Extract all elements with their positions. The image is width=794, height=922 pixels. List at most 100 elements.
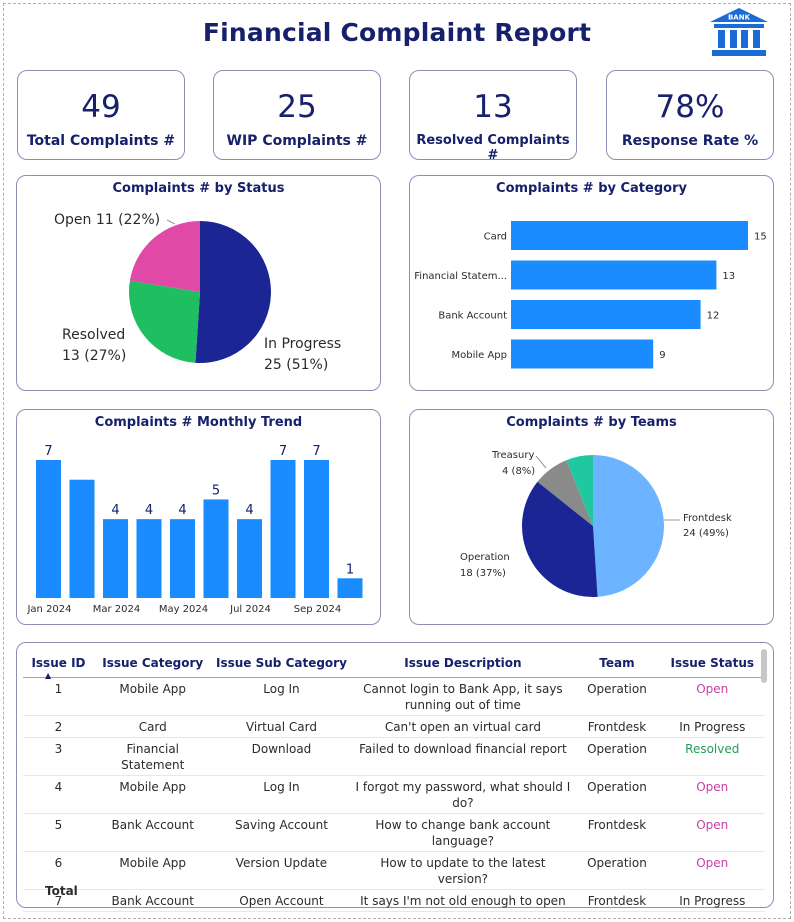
in-progress-slice-value: 25 (51%) (264, 357, 328, 373)
category-chart-card[interactable]: Complaints # by Category Card 15 Financial… (409, 175, 774, 391)
header-issue-status[interactable]: Issue Status (659, 649, 765, 678)
monthly-data-label: 4 (145, 503, 153, 518)
table-row[interactable]: 7 Bank Account Open Account It says I'm not… (23, 889, 765, 912)
pie-slice-in-progress[interactable] (195, 221, 272, 363)
bank-icon: BANK (710, 8, 768, 56)
page-title: Financial Complaint Report (202, 18, 592, 47)
cell-issue-description: I forgot my password, what should I do? (351, 775, 575, 814)
cell-issue-sub-category: Download (211, 737, 352, 776)
monthly-data-label: 4 (111, 503, 119, 518)
frontdesk-slice-label: Frontdesk (683, 513, 732, 524)
cell-issue-status: Open (659, 775, 765, 814)
cell-issue-sub-category: Saving Account (211, 813, 352, 852)
monthly-chart-card[interactable]: Complaints # Monthly Trend 7 Jan 2024 4 Mar… (16, 409, 381, 625)
status-pie-chart[interactable]: Open 11 (22%) In Progress 25 (51%) Resolved… (17, 176, 382, 392)
cell-issue-sub-category: Virtual Card (211, 715, 352, 738)
table-row[interactable]: 1 Mobile App Log In Cannot login to Bank Ap… (23, 677, 765, 716)
cell-issue-category: Mobile App (93, 775, 212, 814)
cell-issue-description: Cannot login to Bank App, it says runnin… (351, 677, 575, 716)
cell-issue-status: In Progress (659, 715, 765, 738)
kpi-card-total[interactable]: 49 Total Complaints # (17, 70, 185, 160)
cell-issue-sub-category: Log In (211, 775, 352, 814)
cell-issue-description: Can't open an virtual card (351, 715, 575, 738)
monthly-bar[interactable] (136, 519, 162, 598)
pie-slice-resolved[interactable] (129, 280, 200, 363)
monthly-tick-label: Mar 2024 (93, 604, 141, 615)
header-team[interactable]: Team (574, 649, 660, 678)
status-chart-card[interactable]: Complaints # by Status Open 11 (22%) In P… (16, 175, 381, 391)
leader-line (535, 455, 547, 469)
category-bar[interactable] (511, 221, 748, 250)
pie-slice-other[interactable] (566, 455, 593, 526)
pie-slice-frontdesk[interactable] (593, 455, 664, 597)
header-issue-id[interactable]: Issue ID (23, 649, 94, 678)
report-frame (3, 3, 791, 919)
cell-issue-description: It says I'm not old enough to open (351, 889, 575, 912)
monthly-data-label: 5 (212, 483, 220, 498)
in-progress-slice-label: In Progress (264, 336, 341, 352)
monthly-bar[interactable] (103, 519, 128, 598)
category-bar[interactable] (511, 339, 654, 369)
category-bar-chart[interactable]: Card 15 Financial Statem... 13 Bank Account 1… (410, 176, 775, 392)
cell-team: Operation (574, 851, 660, 890)
resolved-slice-label: Resolved (62, 327, 125, 343)
cell-issue-status: Open (659, 813, 765, 852)
monthly-bar[interactable] (69, 479, 95, 598)
table-row[interactable]: 3 Financial Statement Download Failed to do… (23, 737, 765, 776)
monthly-bar[interactable] (170, 519, 195, 598)
header-issue-description[interactable]: Issue Description (351, 649, 575, 678)
kpi-card-resolved[interactable]: 13 Resolved Complaints # (409, 70, 577, 163)
header-issue-sub-category[interactable]: Issue Sub Category (211, 649, 352, 678)
cell-issue-sub-category: Log In (211, 677, 352, 716)
operation-slice-label: Operation (460, 552, 510, 563)
cell-issue-status: In Progress (659, 889, 765, 912)
monthly-tick-label: Sep 2024 (294, 604, 341, 615)
leader-line (166, 219, 176, 225)
monthly-data-label: 7 (279, 444, 287, 459)
table-scrollbar[interactable] (761, 649, 767, 683)
monthly-bar-chart[interactable]: 7 Jan 2024 4 Mar 2024 4 4 May 2024 5 4 Jul 2024 7 7… (17, 410, 382, 626)
kpi-label: Resolved Complaints # (416, 133, 570, 163)
kpi-card-response-rate[interactable]: 78% Response Rate % (606, 70, 774, 160)
cell-issue-description: How to update to the latest version? (351, 851, 575, 890)
header-issue-category[interactable]: Issue Category (93, 649, 212, 678)
complaints-table-card[interactable]: Issue ID Issue Category Issue Sub Catego… (16, 642, 774, 912)
treasury-slice-value: 4 (8%) (502, 466, 535, 477)
table-row[interactable]: 6 Mobile App Version Update How to update t… (23, 851, 765, 890)
table-row[interactable]: 4 Mobile App Log In I forgot my password, w… (23, 775, 765, 814)
category-bar[interactable] (511, 260, 717, 290)
category-data-label: 13 (722, 271, 735, 282)
cell-team: Frontdesk (574, 715, 660, 738)
kpi-card-wip[interactable]: 25 WIP Complaints # (213, 70, 381, 160)
monthly-bar[interactable] (270, 460, 296, 598)
monthly-data-label: 4 (178, 503, 186, 518)
kpi-value: 25 (277, 89, 317, 125)
kpi-label: Response Rate % (621, 133, 759, 149)
monthly-bar[interactable] (36, 460, 61, 598)
cell-issue-id: 1 (23, 677, 94, 716)
teams-pie-chart[interactable]: Frontdesk 24 (49%) Operation 18 (37%) Treasu… (410, 410, 775, 626)
cell-issue-category: Card (93, 715, 212, 738)
cell-issue-id: 2 (23, 715, 94, 738)
pie-slice-operation[interactable] (522, 481, 598, 597)
table-row[interactable]: 5 Bank Account Saving Account How to change… (23, 813, 765, 852)
category-data-label: 9 (659, 350, 665, 361)
pie-slice-treasury[interactable] (537, 460, 593, 526)
pie-slice-open[interactable] (129, 221, 200, 292)
cell-issue-sub-category: Version Update (211, 851, 352, 890)
table-row[interactable]: 2 Card Virtual Card Can't open an virtual c… (23, 715, 765, 738)
cell-team: Frontdesk (574, 813, 660, 852)
sort-ascending-icon[interactable]: ▲ (45, 671, 52, 680)
kpi-label: Total Complaints # (26, 133, 176, 149)
open-slice-label: Open 11 (22%) (54, 212, 160, 228)
category-tick-label: Card (484, 232, 507, 243)
monthly-bar[interactable] (203, 499, 229, 598)
monthly-bar[interactable] (237, 519, 262, 598)
monthly-bar[interactable] (304, 460, 329, 598)
teams-chart-card[interactable]: Complaints # by Teams Frontdesk 24 (49%) O… (409, 409, 774, 625)
kpi-value: 78% (655, 89, 725, 125)
chart-title: Complaints # Monthly Trend (94, 415, 303, 430)
category-bar[interactable] (511, 300, 701, 329)
category-tick-label: Bank Account (438, 311, 507, 322)
monthly-bar[interactable] (337, 578, 363, 598)
